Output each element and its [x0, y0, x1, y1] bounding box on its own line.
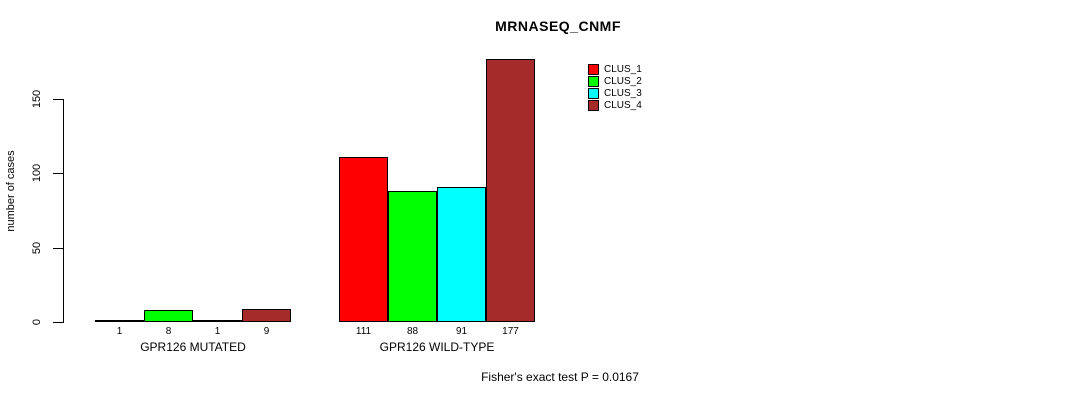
fisher-test-annotation: Fisher's exact test P = 0.0167: [481, 370, 639, 384]
bar-value-label-clus-4-wild-type: 177: [502, 326, 519, 337]
legend-label-clus-1: CLUS_1: [604, 64, 642, 75]
bar-clus-4-wild-type: [486, 59, 535, 322]
legend-swatch-clus-2: [588, 76, 599, 87]
bar-value-label-clus-2-wild-type: 88: [406, 326, 419, 337]
y-axis-tick: [53, 173, 63, 175]
bar-value-label-clus-1-mutated: 1: [116, 326, 123, 337]
bar-value-label-clus-1-wild-type: 111: [355, 326, 372, 337]
y-axis-tick: [53, 99, 63, 100]
bar-clus-3-wild-type: [437, 187, 486, 322]
legend-label-clus-2: CLUS_2: [604, 76, 642, 87]
category-label-mutated: GPR126 MUTATED: [140, 340, 246, 354]
bar-value-label-clus-2-mutated: 8: [165, 326, 172, 337]
chart-title: MRNASEQ_CNMF: [495, 18, 621, 34]
y-axis-tick-label: 0: [31, 318, 43, 326]
bar-clus-1-mutated: [95, 320, 144, 322]
bar-value-label-clus-4-mutated: 9: [263, 326, 270, 337]
bar-value-label-clus-3-mutated: 1: [214, 326, 221, 337]
bar-clus-2-wild-type: [388, 191, 437, 322]
legend-swatch-clus-4: [588, 100, 599, 111]
bar-clus-3-mutated: [193, 320, 242, 322]
y-axis-tick-label: 50: [31, 241, 43, 254]
y-axis-tick: [53, 322, 63, 323]
legend-label-clus-4: CLUS_4: [604, 100, 642, 111]
legend-label-clus-3: CLUS_3: [604, 88, 642, 99]
category-label-wild-type: GPR126 WILD-TYPE: [379, 340, 495, 354]
legend-swatch-clus-3: [588, 88, 599, 99]
bar-clus-2-mutated: [144, 310, 193, 322]
y-axis-tick-label: 150: [31, 89, 43, 109]
bar-value-label-clus-3-wild-type: 91: [455, 326, 468, 337]
bar-clus-4-mutated: [242, 309, 291, 322]
bar-clus-1-wild-type: [339, 157, 388, 322]
y-axis-label: number of cases: [5, 150, 17, 232]
y-axis-tick-label: 100: [31, 164, 43, 183]
legend-swatch-clus-1: [588, 64, 599, 75]
y-axis-tick: [53, 247, 63, 249]
y-axis-line: [63, 99, 64, 323]
